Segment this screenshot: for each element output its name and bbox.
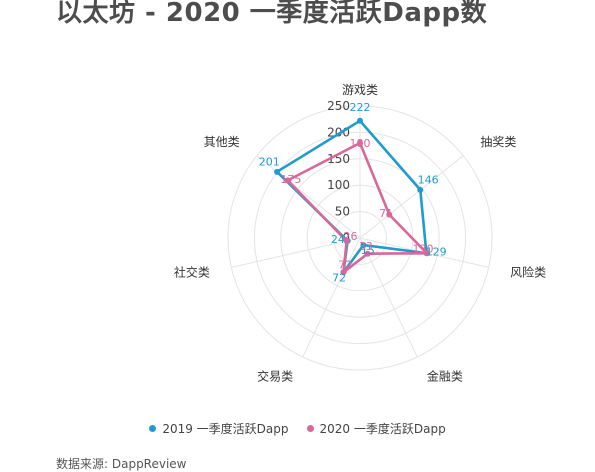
series-1-point-3	[364, 250, 371, 257]
legend-marker-2020	[306, 425, 314, 432]
spoke-3	[359, 237, 418, 358]
series-1-point-6	[284, 177, 291, 184]
series-line-1	[286, 141, 429, 274]
series-1-point-0	[357, 139, 363, 146]
series-0-label-4: 72	[332, 271, 346, 284]
series-1-point-4	[340, 269, 347, 276]
series-1-label-2: 130	[413, 242, 434, 255]
series-1-label-1: 71	[379, 207, 393, 220]
category-label-2: 风险类	[510, 264, 546, 279]
series-0-point-6	[274, 168, 281, 175]
spoke-1	[359, 155, 464, 239]
category-label-1: 抽奖类	[480, 135, 516, 149]
series-1-label-0: 180	[350, 137, 371, 150]
legend-item-2019[interactable]: 2019 一季度活跃Dapp	[149, 420, 289, 437]
radial-tick-150: 150	[327, 152, 350, 166]
series-0-label-0: 222	[350, 101, 371, 114]
radial-tick-200: 200	[327, 125, 350, 139]
series-0-point-1	[417, 186, 424, 193]
category-label-6: 其他类	[204, 135, 240, 149]
spoke-4	[302, 237, 361, 358]
series-1-point-5	[343, 238, 350, 245]
series-1-label-6: 175	[280, 173, 301, 186]
radar-spokes	[231, 106, 489, 358]
legend-item-2020[interactable]: 2020 一季度活跃Dapp	[306, 420, 446, 437]
legend-label-2020: 2020 一季度活跃Dapp	[319, 422, 446, 436]
series-1-label-3: 33	[359, 240, 373, 253]
category-label-5: 社交类	[174, 264, 210, 279]
series-group	[274, 117, 430, 276]
radial-tick-50: 50	[335, 205, 350, 219]
legend-label-2019: 2019 一季度活跃Dapp	[162, 422, 289, 436]
category-label-0: 游戏类	[342, 83, 378, 97]
series-1-point-2	[423, 250, 430, 257]
series-1-label-4: 72	[338, 259, 352, 272]
data-source-note: 数据来源: DappReview	[56, 457, 187, 471]
radial-tick-250: 250	[327, 99, 350, 113]
series-0-point-0	[357, 117, 363, 124]
series-0-label-6: 201	[259, 156, 280, 169]
series-0-label-3: 15	[361, 244, 375, 257]
legend: 2019 一季度活跃Dapp 2020 一季度活跃Dapp	[0, 420, 595, 437]
category-label-3: 金融类	[427, 369, 463, 384]
series-1-label-5: 26	[344, 230, 358, 243]
series-0-label-2: 129	[426, 245, 447, 258]
category-label-4: 交易类	[257, 369, 293, 384]
legend-marker-2019	[149, 425, 157, 432]
series-1-point-1	[386, 211, 393, 218]
data-labels: 222 146 129 15 72 24 201 180 71 130 33 72 26 175	[259, 101, 447, 284]
chart-title: 以太坊 - 2020 一季度活跃Dapp数	[56, 0, 488, 28]
spoke-5	[231, 237, 361, 268]
series-0-label-5: 24	[331, 233, 345, 246]
series-0-label-1: 146	[418, 174, 439, 187]
spoke-6	[256, 155, 361, 239]
series-line-0	[275, 119, 428, 274]
series-0-point-3	[360, 242, 367, 249]
radial-tick-100: 100	[327, 178, 350, 192]
